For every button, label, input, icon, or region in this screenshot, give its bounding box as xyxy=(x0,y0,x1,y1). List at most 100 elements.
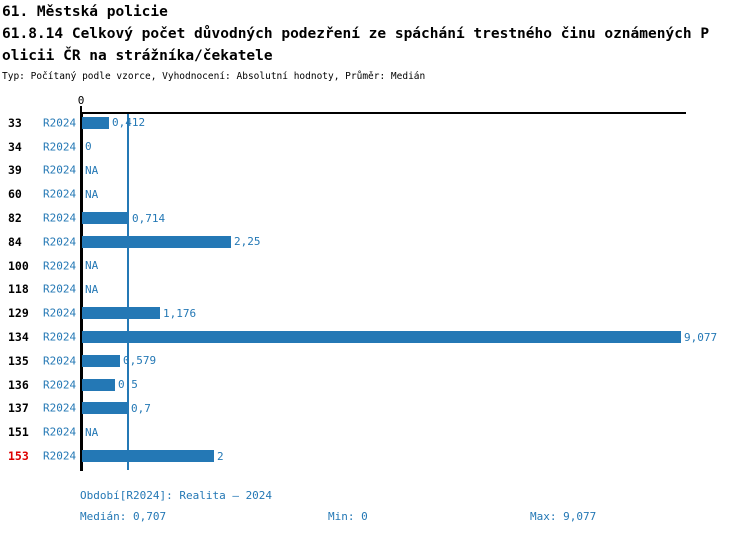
chart-row: 33 R2024 0,412 xyxy=(0,111,750,135)
row-series-label: R2024 xyxy=(43,235,77,249)
bar-area: 0,412 xyxy=(82,111,750,135)
row-series-label: R2024 xyxy=(43,425,77,439)
row-id-label: 135 xyxy=(8,353,29,368)
period-caption: Období[R2024]: Realita – 2024 xyxy=(80,489,273,502)
bar-area: 0,5 xyxy=(82,373,750,397)
value-label: 2,25 xyxy=(234,235,261,249)
max-caption: Max: 9,077 xyxy=(530,510,597,523)
chart-row: 137 R2024 0,7 xyxy=(0,397,750,421)
row-series-label: R2024 xyxy=(43,378,77,392)
bar-area: NA xyxy=(82,278,750,302)
bar-area: 2 xyxy=(82,444,750,468)
chart-row: 118 R2024 NA xyxy=(0,278,750,302)
chart-row: 135 R2024 0,579 xyxy=(0,349,750,373)
value-label: NA xyxy=(85,259,99,273)
row-id-label: 84 xyxy=(8,234,22,249)
value-label: 0,7 xyxy=(131,401,151,415)
bar-area: NA xyxy=(82,420,750,444)
row-series-label: R2024 xyxy=(43,187,77,201)
bar-area: 0 xyxy=(82,135,750,159)
chart-title-line2: olicii ČR na strážníka/čekatele xyxy=(2,48,273,64)
row-id-label: 137 xyxy=(8,401,29,416)
chart-rows: 33 R2024 0,412 34 R2024 0 39 R2024 NA xyxy=(0,111,750,468)
value-label: 1,176 xyxy=(163,306,197,320)
value-bar xyxy=(82,331,681,344)
bar-area: 2,25 xyxy=(82,230,750,254)
row-series-label: R2024 xyxy=(43,259,77,273)
row-id-label: 33 xyxy=(8,115,22,130)
row-series-label: R2024 xyxy=(43,401,77,415)
row-series-label: R2024 xyxy=(43,211,77,225)
value-label: 0 xyxy=(85,140,92,154)
median-reference-line xyxy=(127,114,129,470)
row-id-label: 60 xyxy=(8,187,22,202)
value-label: 2 xyxy=(217,449,224,463)
value-bar xyxy=(82,402,128,415)
x-axis-line xyxy=(80,112,686,114)
chart-header: 61. Městská policie 61.8.14 Celkový poče… xyxy=(2,1,709,84)
row-series-label: R2024 xyxy=(43,116,77,130)
value-label: NA xyxy=(85,425,99,439)
row-series-label: R2024 xyxy=(43,330,77,344)
value-bar xyxy=(82,212,129,225)
chart-row: 129 R2024 1,176 xyxy=(0,301,750,325)
value-bar xyxy=(82,116,109,129)
row-series-label: R2024 xyxy=(43,282,77,296)
bar-area: NA xyxy=(82,182,750,206)
chart-row: 134 R2024 9,077 xyxy=(0,325,750,349)
chart-row: 39 R2024 NA xyxy=(0,159,750,183)
bar-area: NA xyxy=(82,159,750,183)
row-id-label: 153 xyxy=(8,449,29,464)
chart-row: 100 R2024 NA xyxy=(0,254,750,278)
chart-row: 151 R2024 NA xyxy=(0,420,750,444)
chart-subtitle: Typ: Počítaný podle vzorce, Vyhodnocení:… xyxy=(2,71,426,82)
value-label: 0,412 xyxy=(112,116,146,130)
chart-title-line1: 61.8.14 Celkový počet důvodných podezřen… xyxy=(2,26,710,42)
row-series-label: R2024 xyxy=(43,354,77,368)
value-bar xyxy=(82,450,214,463)
bar-area: NA xyxy=(82,254,750,278)
x-axis-tick-mark xyxy=(80,106,82,113)
value-bar xyxy=(82,235,231,248)
value-label: 0,714 xyxy=(132,211,166,225)
row-series-label: R2024 xyxy=(43,449,77,463)
value-bar xyxy=(82,378,115,391)
y-axis-line xyxy=(80,112,83,471)
chart-row: 82 R2024 0,714 xyxy=(0,206,750,230)
bar-area: 9,077 xyxy=(82,325,750,349)
value-label: NA xyxy=(85,163,99,177)
value-label: NA xyxy=(85,282,99,296)
bar-area: 0,714 xyxy=(82,206,750,230)
row-id-label: 39 xyxy=(8,163,22,178)
row-series-label: R2024 xyxy=(43,163,77,177)
chart-row: 153 R2024 2 xyxy=(0,444,750,468)
row-id-label: 82 xyxy=(8,211,22,226)
row-id-label: 100 xyxy=(8,258,29,273)
min-caption: Min: 0 xyxy=(328,510,368,523)
row-id-label: 151 xyxy=(8,425,29,440)
chart-row: 136 R2024 0,5 xyxy=(0,373,750,397)
bar-area: 0,579 xyxy=(82,349,750,373)
value-label: 0,5 xyxy=(118,378,138,392)
row-id-label: 136 xyxy=(8,377,29,392)
value-label: NA xyxy=(85,187,99,201)
page-title: 61. Městská policie xyxy=(2,4,168,20)
x-axis-tick-label: 0 xyxy=(77,94,85,107)
bar-area: 1,176 xyxy=(82,301,750,325)
row-series-label: R2024 xyxy=(43,140,77,154)
bar-area: 0,7 xyxy=(82,397,750,421)
row-id-label: 134 xyxy=(8,330,29,345)
value-label: 0,579 xyxy=(123,354,157,368)
chart-row: 84 R2024 2,25 xyxy=(0,230,750,254)
median-caption: Medián: 0,707 xyxy=(80,510,167,523)
row-series-label: R2024 xyxy=(43,306,77,320)
chart-row: 60 R2024 NA xyxy=(0,182,750,206)
value-label: 9,077 xyxy=(684,330,718,344)
value-bar xyxy=(82,307,160,320)
row-id-label: 118 xyxy=(8,282,29,297)
row-id-label: 129 xyxy=(8,306,29,321)
chart-row: 34 R2024 0 xyxy=(0,135,750,159)
value-bar xyxy=(82,354,120,367)
